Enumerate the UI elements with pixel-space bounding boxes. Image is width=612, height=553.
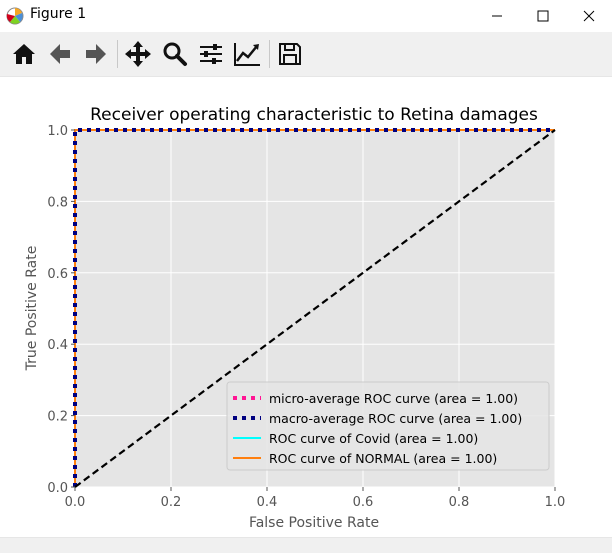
y-tick-label: 0.8 bbox=[47, 195, 68, 210]
close-icon bbox=[583, 10, 595, 22]
window-titlebar: Figure 1 bbox=[0, 0, 612, 32]
minimize-icon bbox=[492, 15, 502, 17]
y-tick-label: 1.0 bbox=[47, 124, 68, 139]
maximize-button[interactable] bbox=[520, 0, 566, 32]
chart-edit-icon bbox=[234, 43, 260, 66]
chance-diagonal-line bbox=[74, 129, 556, 488]
x-tick-label: 0.6 bbox=[353, 495, 374, 510]
x-tick-label: 0.8 bbox=[449, 495, 470, 510]
legend-label: macro-average ROC curve (area = 1.00) bbox=[269, 411, 522, 426]
x-tick-label: 0.0 bbox=[65, 495, 86, 510]
toolbar-separator bbox=[117, 40, 118, 68]
y-tick-label: 0.0 bbox=[47, 481, 68, 496]
arrow-left-icon bbox=[50, 44, 70, 64]
x-tick-label: 1.0 bbox=[545, 495, 566, 510]
maximize-icon bbox=[537, 10, 549, 22]
roc-curve-line bbox=[73, 128, 555, 487]
forward-button[interactable] bbox=[82, 40, 110, 68]
toolbar-separator bbox=[269, 40, 270, 68]
x-tick-label: 0.2 bbox=[161, 495, 182, 510]
y-tick-label: 0.4 bbox=[47, 338, 68, 353]
zoom-button[interactable] bbox=[161, 40, 189, 68]
chart-title: Receiver operating characteristic to Ret… bbox=[90, 105, 538, 125]
pan-button[interactable] bbox=[124, 40, 152, 68]
configure-subplots-button[interactable] bbox=[197, 40, 225, 68]
move-icon bbox=[125, 41, 151, 67]
navigation-toolbar bbox=[0, 32, 612, 77]
legend: micro-average ROC curve (area = 1.00) mac… bbox=[226, 381, 550, 471]
legend-label: ROC curve of NORMAL (area = 1.00) bbox=[269, 451, 497, 466]
axis-ticks: 0.0 0.2 0.4 0.6 0.8 1.0 0.0 0.2 0.4 0.6 0.8 1.0 bbox=[47, 124, 565, 510]
status-bar bbox=[0, 537, 612, 553]
sliders-icon bbox=[200, 44, 222, 64]
roc-chart: Receiver operating characteristic to Ret… bbox=[24, 105, 565, 531]
edit-axis-button[interactable] bbox=[233, 40, 261, 68]
legend-box bbox=[226, 381, 550, 471]
x-tick-label: 0.4 bbox=[257, 495, 278, 510]
x-axis-label: False Positive Rate bbox=[249, 515, 379, 531]
figure-canvas[interactable]: Receiver operating characteristic to Ret… bbox=[0, 77, 612, 537]
arrow-right-icon bbox=[86, 44, 106, 64]
home-icon bbox=[13, 44, 35, 64]
close-button[interactable] bbox=[566, 0, 612, 32]
home-button[interactable] bbox=[10, 40, 38, 68]
back-button[interactable] bbox=[46, 40, 74, 68]
minimize-button[interactable] bbox=[474, 0, 520, 32]
legend-label: micro-average ROC curve (area = 1.00) bbox=[269, 391, 518, 406]
floppy-disk-icon bbox=[279, 43, 301, 65]
window-title: Figure 1 bbox=[30, 6, 87, 22]
y-tick-label: 0.2 bbox=[47, 410, 68, 425]
magnifier-icon bbox=[163, 42, 187, 66]
y-tick-label: 0.6 bbox=[47, 267, 68, 282]
y-axis-label: True Positive Rate bbox=[24, 246, 40, 372]
legend-label: ROC curve of Covid (area = 1.00) bbox=[269, 431, 478, 446]
matplotlib-logo-icon bbox=[6, 7, 24, 25]
save-figure-button[interactable] bbox=[276, 40, 304, 68]
